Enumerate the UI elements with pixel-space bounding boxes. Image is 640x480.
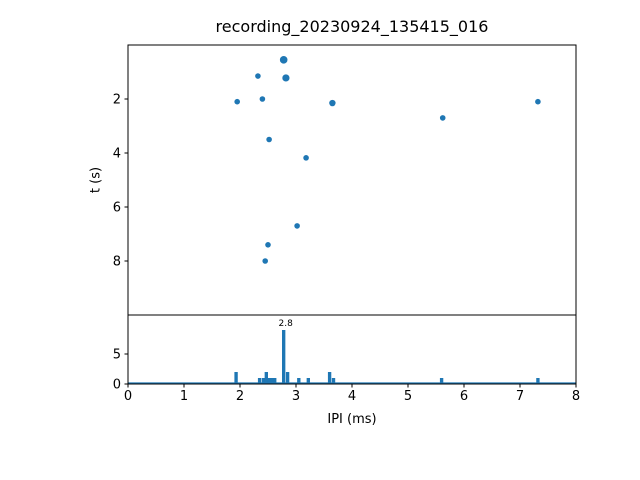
- hist-bar: [264, 372, 268, 383]
- hist-bar: [261, 378, 266, 383]
- hist-bar: [282, 330, 286, 383]
- scatter-point: [265, 242, 271, 248]
- hist-bar: [327, 372, 332, 383]
- x-tick-label: 3: [292, 389, 300, 404]
- hist-bar: [306, 378, 310, 383]
- scatter-point: [282, 74, 290, 82]
- x-tick-label: 0: [124, 389, 132, 404]
- scatter-point: [303, 155, 309, 161]
- hist-bar: [273, 378, 277, 383]
- x-tick-label: 7: [516, 389, 524, 404]
- x-axis-label: IPI (ms): [327, 412, 377, 427]
- scatter-point: [262, 258, 269, 264]
- scatter-point: [279, 56, 288, 64]
- hist-bar: [234, 372, 238, 383]
- hist-bar: [267, 378, 271, 383]
- scatter-point: [294, 223, 300, 229]
- hist-bar: [270, 378, 274, 383]
- y-tick-label: 4: [113, 147, 121, 162]
- x-tick-label: 8: [572, 389, 580, 404]
- y-tick-label: 2: [113, 93, 121, 108]
- x-tick-label: 2: [236, 389, 244, 404]
- peak-annotation: 2.8: [279, 319, 294, 329]
- hist-y-tick-label: 0: [113, 378, 121, 393]
- hist-bar: [439, 378, 444, 383]
- y-tick-label: 6: [113, 201, 121, 216]
- hist-axes-frame: [127, 314, 577, 385]
- scatter-point: [259, 96, 266, 102]
- hist-y-tick-label: 5: [113, 348, 121, 363]
- scatter-point: [234, 98, 240, 105]
- hist-bar: [536, 378, 540, 383]
- scatter-axes-frame: [127, 44, 577, 316]
- hist-bar: [331, 378, 336, 383]
- scatter-point: [439, 115, 446, 121]
- hist-bar: [257, 378, 262, 383]
- scatter-point: [255, 73, 261, 79]
- scatter-point: [535, 98, 541, 105]
- figure-title: recording_20230924_135415_016: [215, 17, 489, 36]
- scatter-point: [266, 136, 272, 143]
- x-tick-label: 1: [180, 389, 188, 404]
- scatter-point: [329, 99, 336, 107]
- y-tick-label: 8: [113, 255, 121, 270]
- x-tick-label: 6: [460, 389, 468, 404]
- hist-bar: [297, 378, 301, 383]
- x-tick-label: 4: [348, 389, 356, 404]
- hist-bar: [285, 372, 290, 383]
- x-tick-label: 5: [404, 389, 412, 404]
